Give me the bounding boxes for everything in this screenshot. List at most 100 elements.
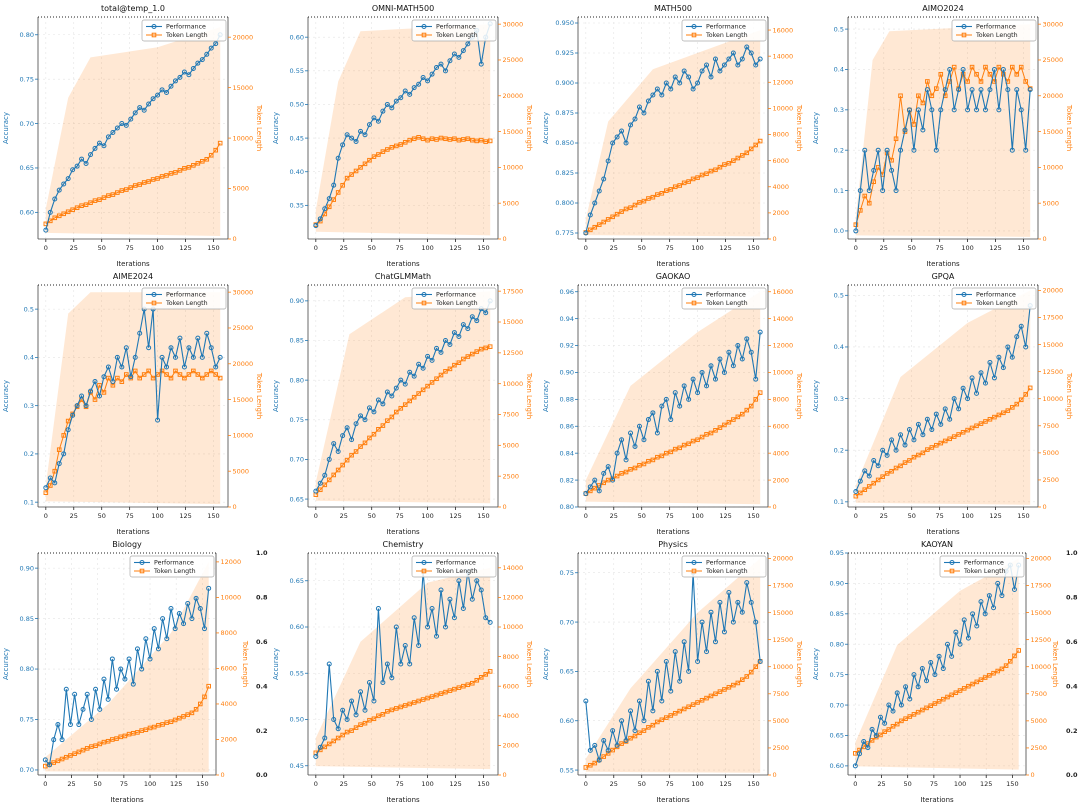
performance-marker [898, 702, 904, 708]
token-length-marker [966, 683, 971, 689]
performance-marker [871, 458, 877, 464]
token-length-marker [722, 422, 727, 428]
performance-marker [686, 396, 692, 402]
legend-token-marker [421, 568, 427, 574]
x-axis-label: Iterations [920, 796, 954, 804]
x-tick-label: 125 [179, 512, 191, 520]
performance-marker [880, 447, 886, 453]
x-tick-label: 50 [98, 244, 106, 252]
performance-marker [384, 661, 390, 667]
right-tick-label: 30000 [233, 288, 254, 296]
performance-marker [371, 409, 377, 415]
performance-marker [978, 87, 984, 93]
token-length-marker [55, 758, 61, 764]
x-axis-label: Iterations [926, 528, 960, 536]
chart-canvas: 0.700.750.800.850.9002000400060008000100… [2, 540, 268, 804]
token-length-marker [623, 206, 629, 212]
token-length-marker [681, 180, 687, 186]
performance-marker [389, 105, 395, 111]
x-tick-label: 125 [719, 780, 731, 788]
token-length-marker [731, 417, 736, 422]
extra-axis-tick-label: 0.8 [256, 594, 268, 602]
performance-marker [110, 379, 116, 385]
performance-line [315, 23, 491, 226]
performance-marker [969, 87, 975, 93]
performance-marker [141, 107, 147, 113]
performance-marker [469, 596, 475, 602]
left-tick-label: 0.70 [20, 120, 34, 128]
performance-marker [88, 717, 94, 722]
performance-marker [668, 688, 674, 694]
performance-marker [204, 330, 210, 336]
right-tick-label: 6000 [773, 422, 790, 430]
x-tick-label: 100 [961, 512, 973, 520]
performance-marker [190, 66, 196, 72]
token-length-marker [52, 468, 58, 474]
performance-marker [861, 739, 867, 745]
token-length-marker [434, 376, 439, 382]
left-tick-label: 0.60 [560, 717, 574, 725]
token-length-marker [862, 193, 868, 199]
token-length-marker [699, 434, 705, 440]
token-length-marker [699, 172, 705, 178]
performance-marker [76, 722, 82, 728]
token-length-marker [478, 675, 484, 680]
y-axis-label-right: Token Length [255, 372, 263, 419]
token-length-marker [191, 368, 196, 374]
token-length-marker [340, 182, 345, 188]
token-length-band [855, 24, 1031, 237]
token-length-marker [358, 722, 363, 727]
extra-axis-tick-label: 1.0 [256, 549, 268, 557]
y-axis-label-right: Token Length [525, 104, 533, 151]
token-length-marker [957, 688, 963, 693]
performance-marker [420, 365, 426, 371]
legend-performance-label: Performance [154, 560, 194, 567]
token-length-marker [953, 690, 959, 695]
legend-token-label: Token Length [153, 568, 196, 575]
performance-marker [313, 223, 319, 229]
y-axis-label-right: Token Length [1065, 104, 1073, 151]
performance-marker [97, 706, 103, 712]
performance-marker [217, 354, 223, 360]
token-length-marker [206, 683, 211, 689]
token-length-marker [1014, 71, 1020, 77]
performance-marker [344, 425, 350, 431]
token-length-marker [371, 716, 377, 722]
performance-marker [208, 45, 214, 51]
performance-marker [326, 456, 332, 462]
token-length-marker [398, 142, 404, 147]
performance-marker [151, 626, 157, 632]
x-tick-label: 150 [477, 244, 489, 252]
right-tick-label: 14000 [503, 564, 524, 572]
legend-performance-marker [151, 292, 157, 297]
token-length-marker [717, 689, 723, 694]
token-length-marker [637, 730, 642, 736]
token-length-marker [478, 346, 484, 352]
token-length-marker [650, 194, 656, 200]
x-axis-label: Iterations [926, 260, 960, 268]
performance-marker [456, 578, 462, 584]
performance-marker [663, 396, 669, 402]
performance-marker [331, 441, 337, 447]
token-length-marker [862, 487, 868, 492]
performance-marker [677, 678, 683, 684]
token-length-marker [995, 668, 1001, 674]
performance-marker [735, 343, 741, 349]
token-length-marker [63, 754, 69, 760]
performance-marker [96, 393, 102, 399]
performance-marker [150, 96, 156, 102]
token-length-marker [965, 79, 970, 84]
token-length-marker [385, 709, 390, 714]
right-tick-label: 4000 [773, 183, 790, 191]
performance-marker [974, 107, 980, 113]
performance-marker [690, 86, 696, 92]
left-tick-label: 0.4 [834, 343, 844, 351]
token-length-marker [143, 727, 149, 733]
right-tick-label: 12500 [773, 636, 794, 644]
performance-marker [425, 78, 431, 84]
token-length-marker [704, 171, 709, 177]
token-length-marker [358, 444, 363, 449]
token-length-marker [695, 437, 700, 443]
chart-canvas: 0.65 0.70 0.75 0.80 0.85 0.90 0 2500 5000 7500 100… [272, 272, 533, 536]
performance-marker [735, 62, 741, 68]
